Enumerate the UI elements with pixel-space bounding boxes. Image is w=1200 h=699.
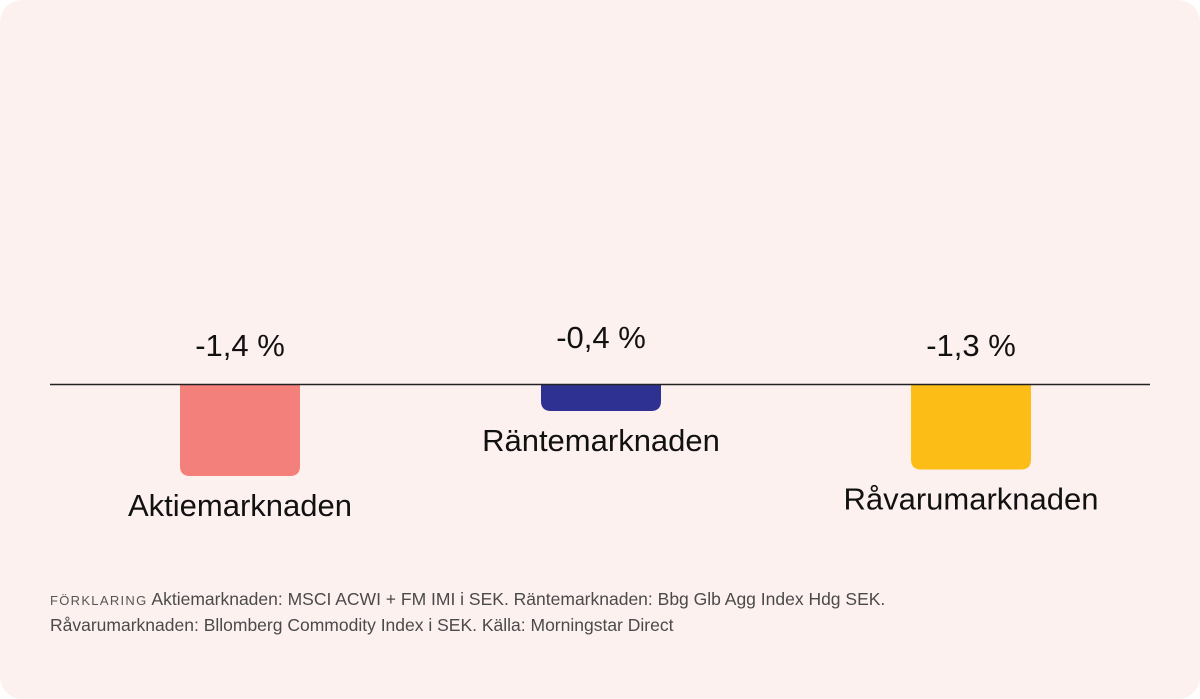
value-label-2: -0,4 % <box>556 320 646 355</box>
value-label-1: -1,4 % <box>195 328 285 363</box>
bar-1 <box>180 385 300 476</box>
bar-2 <box>541 385 661 411</box>
footnote-text: Aktiemarknaden: MSCI ACWI + FM IMI i SEK… <box>151 589 886 609</box>
category-label-3: Råvarumarknaden <box>843 482 1098 517</box>
footnote-tag: FÖRKLARING <box>50 593 148 608</box>
category-label-1: Aktiemarknaden <box>128 488 352 523</box>
bar-3 <box>911 385 1031 470</box>
footnote-text-2: Råvarumarknaden: Bllomberg Commodity Ind… <box>50 615 674 635</box>
category-label-2: Räntemarknaden <box>482 423 720 458</box>
value-label-3: -1,3 % <box>926 328 1016 363</box>
footnote: FÖRKLARING Aktiemarknaden: MSCI ACWI + F… <box>50 587 1150 637</box>
